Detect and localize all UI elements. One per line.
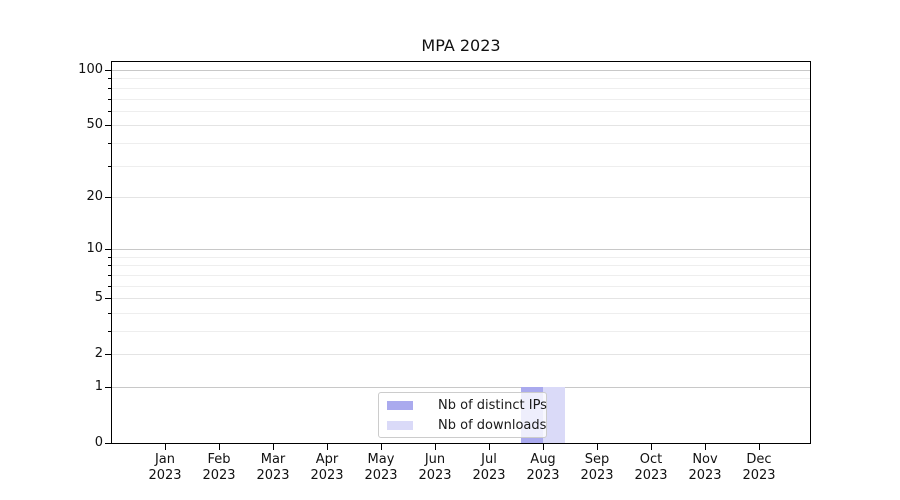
y-gridline-minor <box>111 87 810 89</box>
y-tick-label: 20 <box>86 188 103 204</box>
y-tick-label: 50 <box>86 117 103 133</box>
y-minor-tick-mark <box>107 110 111 112</box>
legend-item-label: Nb of downloads <box>438 417 547 433</box>
y-tick-mark <box>105 125 111 127</box>
x-tick-mark <box>327 444 329 450</box>
y-tick-mark <box>105 354 111 356</box>
y-tick-mark <box>105 298 111 300</box>
y-gridline-minor <box>111 142 810 144</box>
y-minor-tick-mark <box>107 165 111 167</box>
x-tick-mark <box>381 444 383 450</box>
x-tick-label: Sep 2023 <box>580 452 614 483</box>
y-gridline-minor <box>111 98 810 100</box>
x-tick-label: Aug 2023 <box>526 452 560 483</box>
y-minor-tick-mark <box>107 78 111 80</box>
x-tick-mark <box>489 444 491 450</box>
x-tick-label: Jun 2023 <box>418 452 452 483</box>
x-tick-label: Jan 2023 <box>148 452 182 483</box>
x-tick-label: Jul 2023 <box>472 452 506 483</box>
legend-item: Nb of downloads <box>387 415 546 435</box>
legend: Nb of distinct IPs Nb of downloads <box>378 392 547 438</box>
y-gridline-minor <box>111 312 810 314</box>
y-gridline-minor <box>111 331 810 332</box>
x-tick-label: Feb 2023 <box>202 452 236 483</box>
y-gridline <box>111 70 810 71</box>
y-tick-mark <box>105 249 111 251</box>
bar-downloads <box>543 387 565 443</box>
y-gridline <box>111 298 810 300</box>
y-gridline <box>111 354 810 356</box>
y-minor-tick-mark <box>107 312 111 314</box>
x-tick-label: Apr 2023 <box>310 452 344 483</box>
x-tick-mark <box>165 444 167 450</box>
y-tick-mark <box>105 70 111 72</box>
y-tick-label: 2 <box>94 346 103 362</box>
y-tick-label: 5 <box>94 290 103 306</box>
y-minor-tick-mark <box>107 274 111 276</box>
y-gridline-minor <box>111 265 810 267</box>
y-tick-mark <box>105 443 111 445</box>
x-tick-label: Nov 2023 <box>688 452 722 483</box>
y-minor-tick-mark <box>107 87 111 89</box>
y-gridline-minor <box>111 256 810 258</box>
x-tick-label: May 2023 <box>364 452 398 483</box>
x-tick-mark <box>651 444 653 450</box>
x-tick-mark <box>597 444 599 450</box>
y-gridline <box>111 249 810 251</box>
y-minor-tick-mark <box>107 256 111 258</box>
legend-item-label: Nb of distinct IPs <box>438 397 547 413</box>
y-tick-label: 10 <box>86 241 103 257</box>
legend-swatch <box>387 400 413 410</box>
y-tick-mark <box>105 387 111 389</box>
x-tick-mark <box>273 444 275 450</box>
y-minor-tick-mark <box>107 331 111 332</box>
legend-swatch <box>387 420 413 430</box>
y-tick-label: 1 <box>94 379 103 394</box>
x-tick-mark <box>219 444 221 450</box>
y-minor-tick-mark <box>107 142 111 144</box>
y-gridline-minor <box>111 274 810 276</box>
x-tick-mark <box>759 444 761 450</box>
y-gridline <box>111 196 810 198</box>
right-spine <box>810 61 812 444</box>
y-minor-tick-mark <box>107 265 111 267</box>
y-minor-tick-mark <box>107 285 111 287</box>
y-gridline-minor <box>111 78 810 80</box>
y-gridline-minor <box>111 110 810 112</box>
y-gridline <box>111 387 810 388</box>
y-tick-label: 100 <box>78 62 103 77</box>
x-tick-label: Dec 2023 <box>742 452 776 483</box>
y-tick-mark <box>105 196 111 199</box>
left-spine <box>111 61 113 444</box>
x-tick-label: Mar 2023 <box>256 452 290 483</box>
x-tick-label: Oct 2023 <box>634 452 668 483</box>
x-tick-mark <box>435 444 437 450</box>
legend-item: Nb of distinct IPs <box>387 395 547 415</box>
top-spine <box>111 61 811 63</box>
y-minor-tick-mark <box>107 98 111 100</box>
x-tick-mark <box>543 444 545 450</box>
y-gridline <box>111 125 810 127</box>
y-gridline-minor <box>111 285 810 287</box>
bottom-spine <box>111 443 811 445</box>
x-tick-mark <box>705 444 707 450</box>
chart-title: MPA 2023 <box>421 36 501 55</box>
y-tick-label: 0 <box>94 435 103 450</box>
y-gridline-minor <box>111 165 810 167</box>
